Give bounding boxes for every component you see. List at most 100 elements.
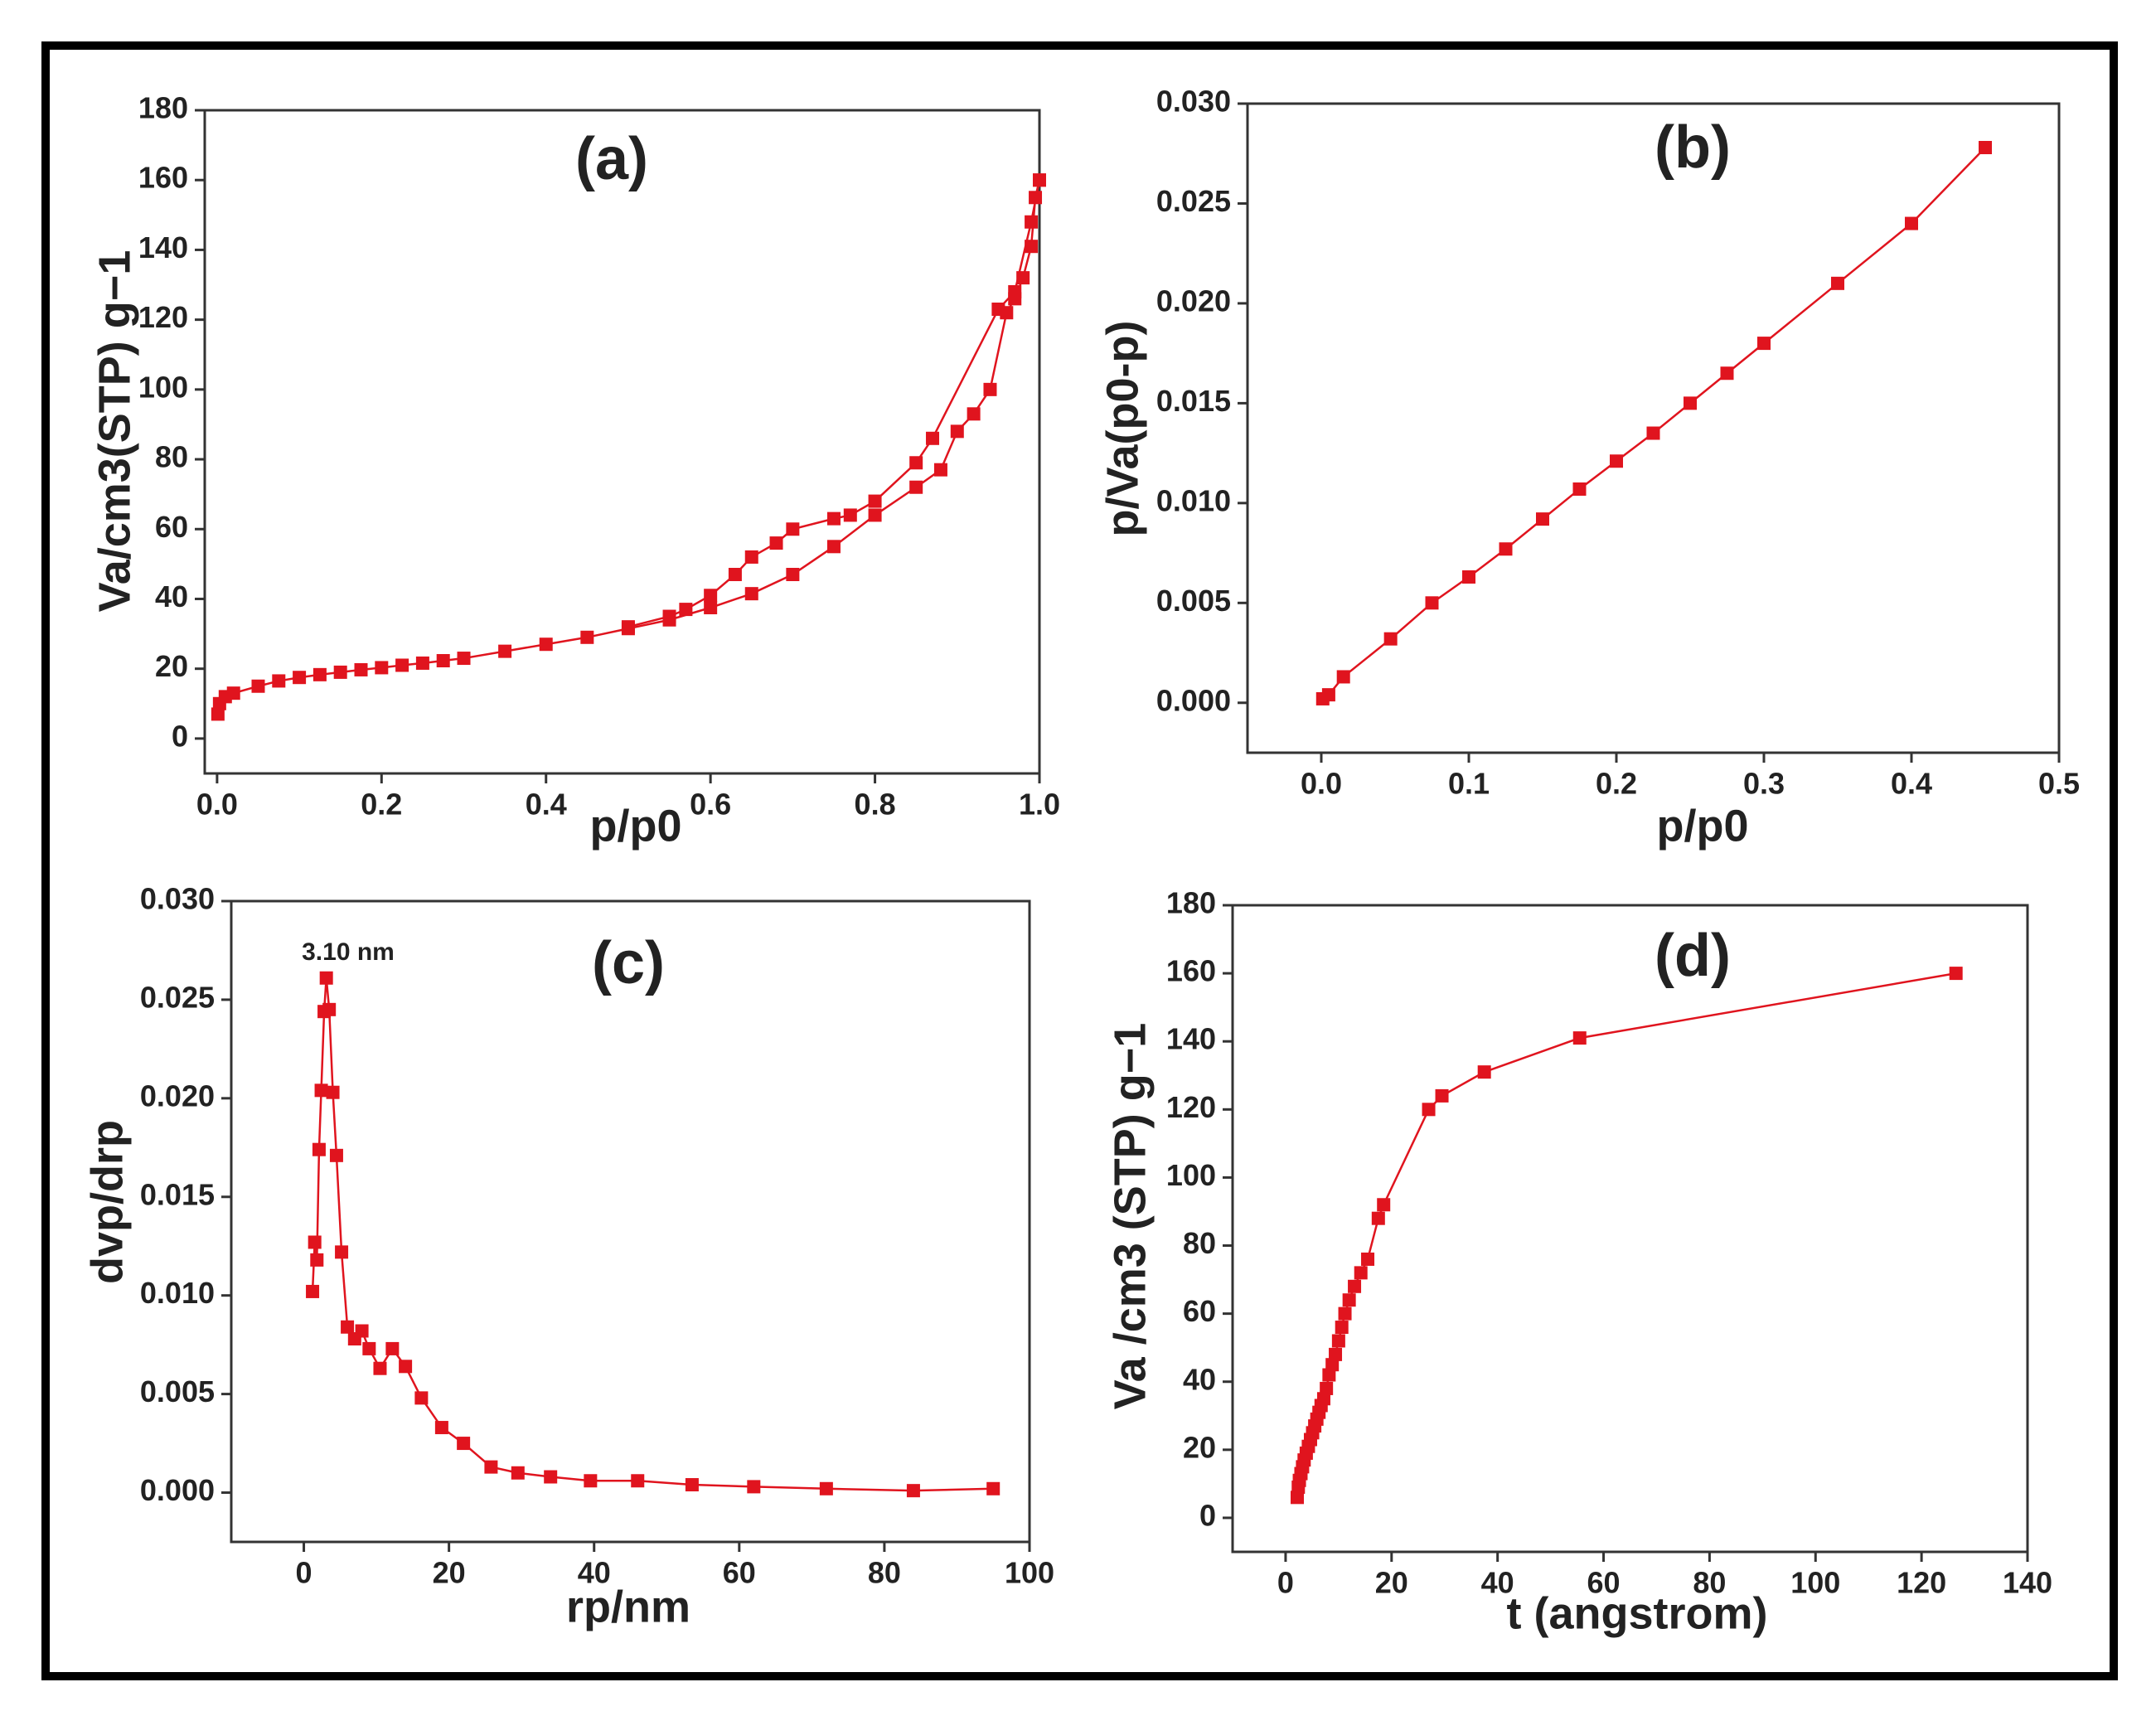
frame <box>41 41 2118 1680</box>
data-point <box>415 656 429 670</box>
data-point <box>399 1360 413 1374</box>
x-tick-label: 20 <box>1375 1566 1408 1600</box>
data-point <box>326 1085 340 1099</box>
y-tick-label: 0.015 <box>1156 384 1231 418</box>
x-tick-label: 20 <box>433 1556 466 1590</box>
data-point <box>991 303 1005 316</box>
y-tick-label: 0.005 <box>1156 584 1231 618</box>
data-point <box>631 1474 645 1488</box>
data-point <box>685 1478 699 1492</box>
annotation: 3.10 nm <box>302 938 395 966</box>
data-point <box>868 508 882 522</box>
data-point <box>329 1148 343 1162</box>
data-point <box>226 686 240 700</box>
y-tick-label: 60 <box>155 510 188 544</box>
x-tick-label: 80 <box>1693 1566 1726 1600</box>
data-point <box>1536 512 1549 526</box>
x-tick-label: 0.6 <box>690 788 731 822</box>
data-point <box>1949 967 1963 981</box>
panel-label: (a) <box>575 126 648 192</box>
x-tick-label: 0.1 <box>1448 767 1490 801</box>
data-point <box>1338 1306 1352 1321</box>
data-point <box>1336 670 1350 684</box>
y-tick-label: 80 <box>155 440 188 474</box>
data-point <box>826 511 841 526</box>
data-point <box>251 679 265 693</box>
data-point <box>679 603 693 617</box>
data-point <box>983 382 997 396</box>
data-point <box>1720 366 1734 381</box>
data-point <box>293 671 307 685</box>
data-point <box>868 494 882 508</box>
y-tick-label: 140 <box>1166 1022 1216 1056</box>
x-tick-label: 0.2 <box>361 788 402 822</box>
data-point <box>1572 1031 1587 1045</box>
y-tick-label: 100 <box>138 370 188 404</box>
data-point <box>906 1484 920 1498</box>
data-point <box>744 587 758 601</box>
y-tick-label: 0.010 <box>1156 483 1231 517</box>
y-tick-label: 80 <box>1183 1226 1216 1260</box>
y-tick-label: 60 <box>1183 1294 1216 1328</box>
data-point <box>1290 1491 1304 1505</box>
data-point <box>826 540 841 554</box>
data-point <box>457 1437 471 1451</box>
x-tick-label: 140 <box>2003 1566 2052 1600</box>
data-point <box>1322 1368 1336 1382</box>
y-axis-label: Va /cm3 (STP) g−1 <box>1105 1023 1155 1410</box>
data-point <box>511 1466 525 1480</box>
data-point <box>544 1470 558 1484</box>
axes-box <box>1231 904 2029 1554</box>
x-tick-label: 40 <box>1481 1566 1514 1600</box>
data-point <box>1361 1252 1375 1266</box>
y-axis-label: dvp/drp <box>82 1120 132 1284</box>
data-point <box>1329 1347 1343 1361</box>
y-axis-label: Va/cm3(STP) g−1 <box>90 250 139 613</box>
panel: 0.0 0.1 0.2 0.3 0.4 0.5 0.000 0.005 0.010 0.015 0.… <box>1097 85 2080 851</box>
data-point <box>272 674 286 688</box>
data-point <box>1371 1211 1385 1225</box>
y-tick-label: 0.020 <box>1156 284 1231 318</box>
data-point <box>373 1361 387 1375</box>
data-point <box>786 522 800 536</box>
y-tick-label: 120 <box>138 300 188 334</box>
panel-label: (c) <box>592 930 665 996</box>
data-point <box>434 1421 448 1435</box>
data-point <box>747 1480 761 1494</box>
data-point <box>1354 1266 1368 1280</box>
data-point <box>967 407 981 421</box>
data-point <box>375 661 389 675</box>
axes-box <box>1246 102 2061 754</box>
data-point <box>1321 688 1335 702</box>
x-tick-label: 0.8 <box>855 788 896 822</box>
data-point <box>314 1083 328 1098</box>
data-point <box>306 1284 320 1298</box>
data-point <box>1499 542 1513 556</box>
y-tick-label: 180 <box>1166 886 1216 920</box>
data-point <box>1033 173 1046 187</box>
x-tick-label: 0 <box>1277 1566 1294 1600</box>
data-point <box>312 667 327 681</box>
x-axis-label: p/p0 <box>1656 801 1748 851</box>
data-point <box>1684 396 1697 410</box>
data-point <box>498 644 512 658</box>
y-tick-label: 0.000 <box>1156 683 1231 717</box>
data-point <box>539 637 553 652</box>
data-point <box>385 1341 400 1355</box>
data-point <box>211 707 225 721</box>
y-tick-label: 0.030 <box>1156 85 1231 119</box>
y-tick-label: 0.000 <box>140 1473 215 1507</box>
series-line <box>1322 147 1986 700</box>
data-point <box>933 463 947 477</box>
data-point <box>786 568 800 581</box>
x-tick-label: 0.5 <box>2038 767 2080 801</box>
data-point <box>1348 1279 1362 1293</box>
x-tick-label: 0.0 <box>196 788 238 822</box>
data-point <box>354 662 368 676</box>
data-point <box>926 431 940 445</box>
data-point <box>319 971 333 985</box>
panel: 0.0 0.2 0.4 0.6 0.8 1.0 0 20 40 60 80 100 120 140 160 1… <box>90 91 1060 851</box>
data-point <box>744 550 758 564</box>
data-point <box>1320 1381 1334 1395</box>
data-point <box>909 456 923 470</box>
